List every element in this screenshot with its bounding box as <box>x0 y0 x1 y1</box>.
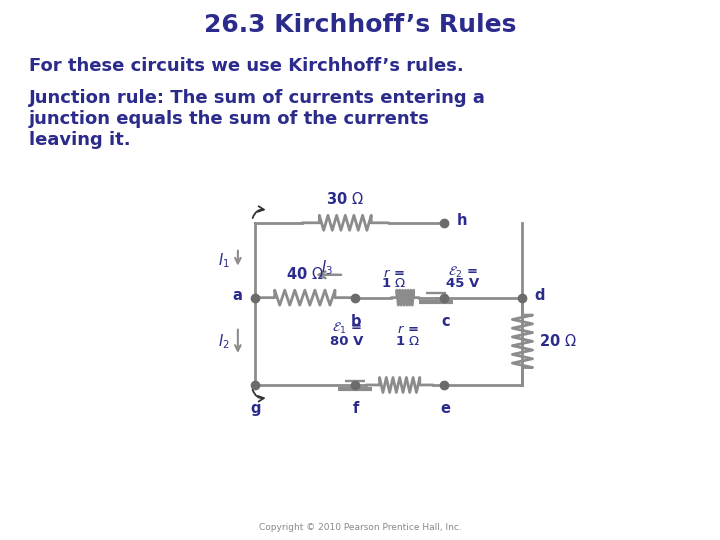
Text: 80 V: 80 V <box>330 335 364 348</box>
Text: 40 $\Omega$: 40 $\Omega$ <box>286 266 324 282</box>
Text: $\mathcal{E}_1$ =: $\mathcal{E}_1$ = <box>332 321 361 336</box>
Text: $I_2$: $I_2$ <box>218 332 230 350</box>
Text: b: b <box>351 314 361 329</box>
Text: f: f <box>353 401 359 416</box>
Text: c: c <box>441 314 450 329</box>
Text: g: g <box>251 401 261 416</box>
Text: h: h <box>456 213 467 228</box>
Text: 26.3 Kirchhoff’s Rules: 26.3 Kirchhoff’s Rules <box>204 14 516 37</box>
Text: a: a <box>233 288 243 303</box>
Text: $r$ =: $r$ = <box>397 323 419 336</box>
Text: 1 $\Omega$: 1 $\Omega$ <box>382 277 407 290</box>
Text: Junction rule: The sum of currents entering a
junction equals the sum of the cur: Junction rule: The sum of currents enter… <box>29 89 486 148</box>
Text: $r$ =: $r$ = <box>383 267 405 280</box>
Text: 45 V: 45 V <box>446 277 480 290</box>
Text: $\mathcal{E}_2$ =: $\mathcal{E}_2$ = <box>448 265 477 280</box>
Text: 30 $\Omega$: 30 $\Omega$ <box>326 191 364 207</box>
Text: 1 $\Omega$: 1 $\Omega$ <box>395 335 420 348</box>
Text: Copyright © 2010 Pearson Prentice Hall, Inc.: Copyright © 2010 Pearson Prentice Hall, … <box>258 523 462 532</box>
Text: $I_3$: $I_3$ <box>321 258 333 277</box>
Text: 20 $\Omega$: 20 $\Omega$ <box>539 333 577 349</box>
Text: $I_1$: $I_1$ <box>218 251 230 269</box>
Text: e: e <box>441 401 451 416</box>
Text: d: d <box>535 288 545 303</box>
Text: For these circuits we use Kirchhoff’s rules.: For these circuits we use Kirchhoff’s ru… <box>29 57 464 75</box>
